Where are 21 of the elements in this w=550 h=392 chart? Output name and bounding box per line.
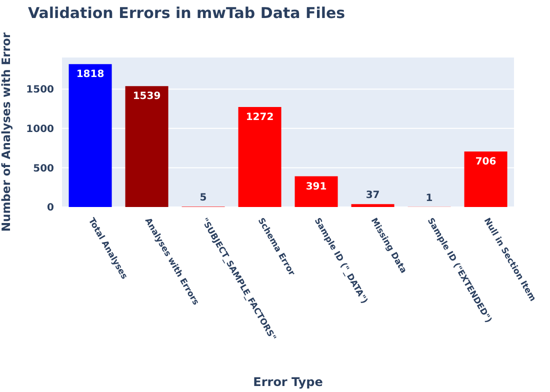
chart-title: Validation Errors in mwTab Data Files bbox=[28, 4, 346, 22]
bar bbox=[294, 176, 338, 207]
data-label: 5 bbox=[200, 192, 207, 204]
data-label: 1272 bbox=[246, 112, 274, 124]
bar bbox=[238, 107, 282, 207]
bar bbox=[351, 204, 394, 207]
data-label: 706 bbox=[475, 156, 496, 168]
data-label: 1539 bbox=[132, 91, 161, 102]
data-label: 37 bbox=[366, 190, 380, 202]
x-axis-title: Error Type bbox=[253, 375, 323, 389]
y-axis-title: Number of Analyses with Error bbox=[0, 32, 14, 232]
bar bbox=[68, 64, 112, 207]
bar bbox=[464, 152, 508, 207]
data-label: 1 bbox=[426, 192, 433, 204]
y-tick-label: 1500 bbox=[26, 84, 54, 96]
y-tick-label: 0 bbox=[47, 202, 54, 214]
bar bbox=[125, 86, 168, 207]
y-tick-label: 500 bbox=[33, 163, 54, 174]
data-label: 1818 bbox=[76, 69, 104, 80]
data-label: 391 bbox=[306, 181, 327, 192]
y-tick-label: 1000 bbox=[26, 124, 54, 135]
